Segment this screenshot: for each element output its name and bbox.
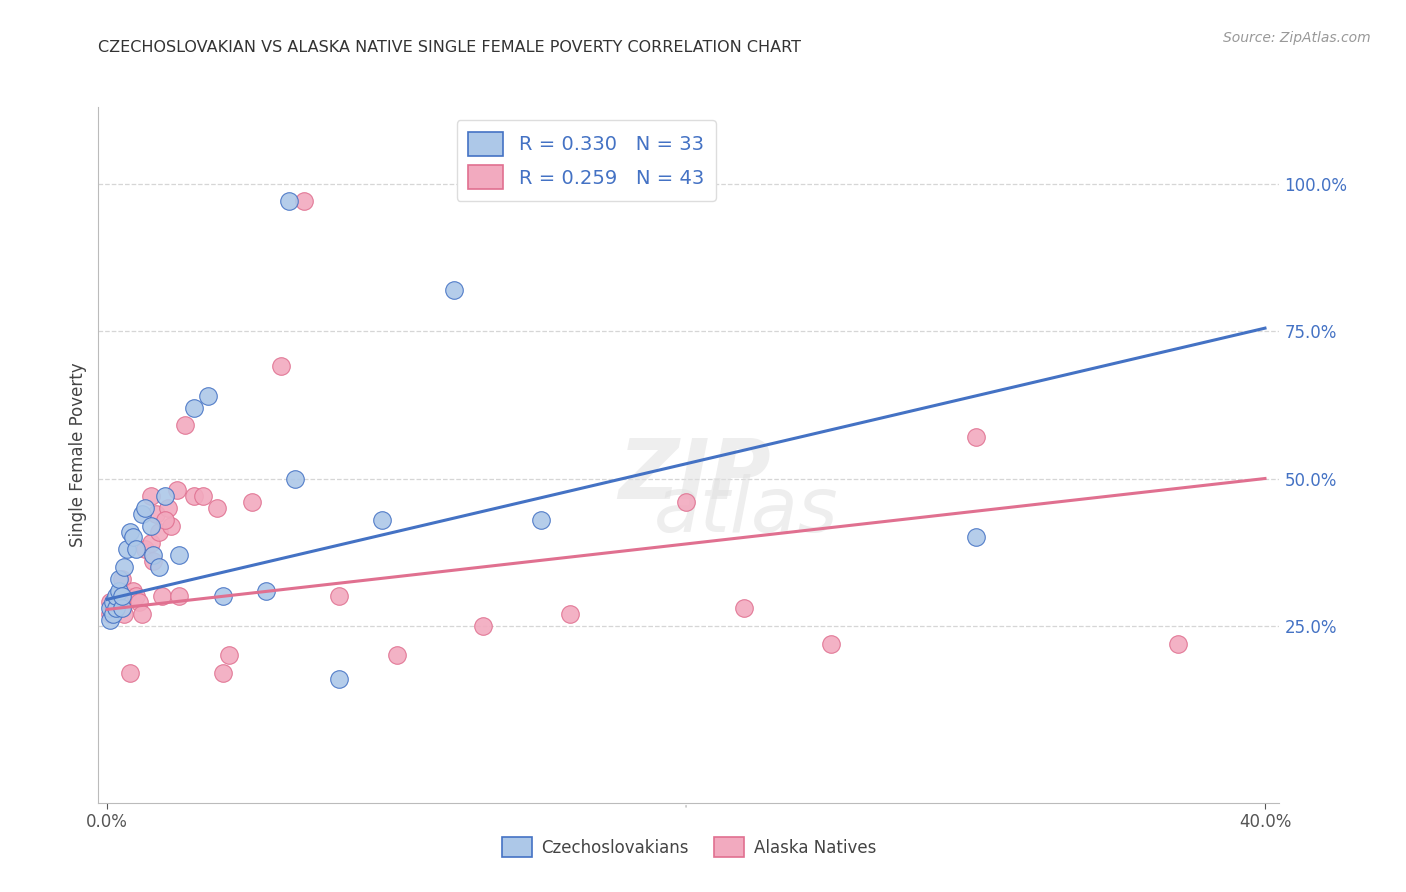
Point bbox=[240, 495, 263, 509]
Point bbox=[284, 471, 307, 485]
Point bbox=[107, 590, 129, 604]
Point bbox=[443, 283, 465, 297]
Text: CZECHOSLOVAKIAN VS ALASKA NATIVE SINGLE FEMALE POVERTY CORRELATION CHART: CZECHOSLOVAKIAN VS ALASKA NATIVE SINGLE … bbox=[98, 40, 801, 55]
Point bbox=[142, 548, 165, 562]
Point bbox=[169, 590, 191, 604]
Point bbox=[965, 531, 987, 545]
Point bbox=[110, 601, 132, 615]
Point bbox=[101, 601, 124, 615]
Point bbox=[197, 389, 219, 403]
Point bbox=[101, 595, 124, 609]
Text: ZIP: ZIP bbox=[619, 435, 770, 516]
Point bbox=[169, 548, 191, 562]
Point bbox=[153, 513, 176, 527]
Point bbox=[139, 518, 162, 533]
Point bbox=[328, 590, 350, 604]
Point bbox=[125, 542, 148, 557]
Point bbox=[156, 500, 179, 515]
Point bbox=[120, 666, 142, 681]
Point bbox=[153, 489, 176, 503]
Text: Source: ZipAtlas.com: Source: ZipAtlas.com bbox=[1223, 31, 1371, 45]
Point bbox=[148, 524, 170, 539]
Point bbox=[142, 554, 165, 568]
Point bbox=[183, 401, 205, 415]
Point bbox=[733, 601, 755, 615]
Point bbox=[122, 531, 145, 545]
Point bbox=[212, 590, 235, 604]
Point bbox=[560, 607, 582, 621]
Point bbox=[98, 613, 121, 627]
Point bbox=[104, 590, 127, 604]
Legend: Czechoslovakians, Alaska Natives: Czechoslovakians, Alaska Natives bbox=[495, 830, 883, 864]
Point bbox=[174, 418, 197, 433]
Point bbox=[148, 560, 170, 574]
Text: atlas: atlas bbox=[654, 474, 838, 548]
Point bbox=[128, 595, 150, 609]
Point bbox=[385, 648, 408, 663]
Point bbox=[131, 507, 153, 521]
Point bbox=[110, 572, 132, 586]
Point bbox=[965, 430, 987, 444]
Point bbox=[218, 648, 240, 663]
Point bbox=[122, 583, 145, 598]
Point bbox=[110, 590, 132, 604]
Point bbox=[675, 495, 697, 509]
Point bbox=[270, 359, 292, 374]
Point bbox=[191, 489, 214, 503]
Point bbox=[292, 194, 315, 209]
Point bbox=[120, 524, 142, 539]
Point bbox=[104, 601, 127, 615]
Point bbox=[114, 560, 136, 574]
Y-axis label: Single Female Poverty: Single Female Poverty bbox=[69, 363, 87, 547]
Point bbox=[98, 595, 121, 609]
Point bbox=[114, 607, 136, 621]
Point bbox=[278, 194, 301, 209]
Point bbox=[820, 637, 842, 651]
Point bbox=[117, 542, 139, 557]
Point bbox=[205, 500, 228, 515]
Point bbox=[472, 619, 495, 633]
Point bbox=[134, 542, 156, 557]
Point bbox=[134, 500, 156, 515]
Point bbox=[139, 536, 162, 550]
Point bbox=[159, 518, 181, 533]
Point bbox=[328, 672, 350, 686]
Point bbox=[145, 507, 167, 521]
Point bbox=[101, 607, 124, 621]
Point bbox=[1167, 637, 1189, 651]
Point bbox=[125, 590, 148, 604]
Point bbox=[98, 601, 121, 615]
Point bbox=[212, 666, 235, 681]
Point bbox=[107, 572, 129, 586]
Point bbox=[183, 489, 205, 503]
Point bbox=[117, 590, 139, 604]
Point bbox=[150, 590, 173, 604]
Point bbox=[254, 583, 277, 598]
Point bbox=[166, 483, 188, 498]
Point bbox=[104, 601, 127, 615]
Point bbox=[371, 513, 394, 527]
Point bbox=[98, 607, 121, 621]
Point bbox=[139, 489, 162, 503]
Point bbox=[530, 513, 553, 527]
Point bbox=[107, 583, 129, 598]
Point bbox=[131, 607, 153, 621]
